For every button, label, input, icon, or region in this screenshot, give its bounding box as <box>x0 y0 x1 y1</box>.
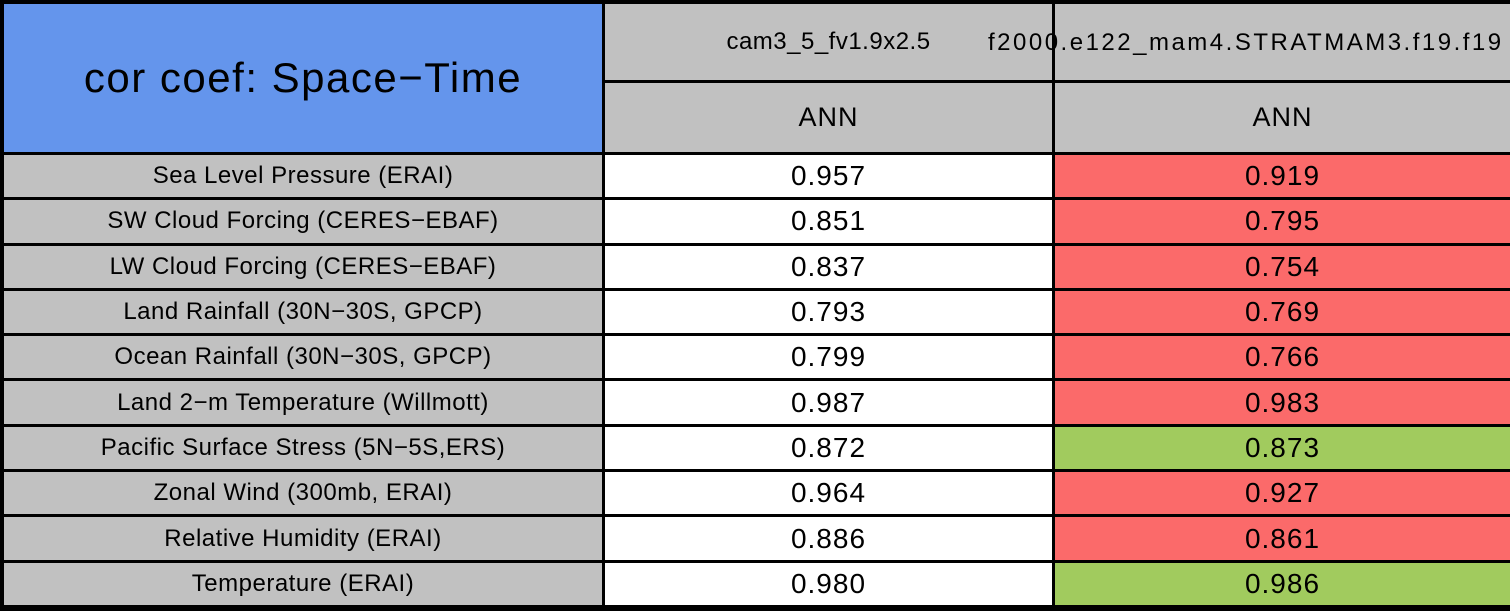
control-value-cell: 0.851 <box>605 200 1052 243</box>
control-value-cell: 0.872 <box>605 426 1052 470</box>
test-value: 0.861 <box>1244 522 1321 554</box>
row-label: Ocean Rainfall (30N−30S, GPCP) <box>114 343 492 371</box>
table-title-cell: cor coef: Space−Time <box>4 4 602 152</box>
test-value-cell: 0.861 <box>1055 517 1510 560</box>
control-value: 0.957 <box>790 160 867 192</box>
test-value-cell: 0.927 <box>1055 472 1510 515</box>
row-label-cell: Relative Humidity (ERAI) <box>4 517 602 560</box>
control-value-cell: 0.987 <box>605 381 1052 424</box>
row-label: Zonal Wind (300mb, ERAI) <box>153 479 453 507</box>
test-value-cell: 0.983 <box>1055 381 1510 424</box>
test-value-cell: 0.986 <box>1055 562 1510 605</box>
row-label-cell: Pacific Surface Stress (5N−5S,ERS) <box>4 426 602 470</box>
control-value: 0.793 <box>790 296 867 328</box>
test-season-label: ANN <box>1252 102 1313 132</box>
row-label-cell: Ocean Rainfall (30N−30S, GPCP) <box>4 336 602 379</box>
control-value: 0.837 <box>790 250 867 282</box>
row-label: Land 2−m Temperature (Willmott) <box>117 388 489 416</box>
control-value: 0.799 <box>790 341 867 373</box>
test-value-cell: 0.769 <box>1055 290 1510 334</box>
row-label: SW Cloud Forcing (CERES−EBAF) <box>107 207 499 235</box>
control-value: 0.886 <box>790 522 867 554</box>
control-value: 0.851 <box>790 205 867 237</box>
test-model-header-cell <box>1055 4 1510 80</box>
test-value: 0.754 <box>1244 250 1321 282</box>
table-title: cor coef: Space−Time <box>83 54 523 101</box>
control-value-cell: 0.964 <box>605 472 1052 515</box>
control-value-cell: 0.886 <box>605 517 1052 560</box>
row-label-cell: LW Cloud Forcing (CERES−EBAF) <box>4 245 602 288</box>
test-model-name: f2000.e122_mam4.STRATMAM3.f19.f19 <box>988 29 1504 56</box>
control-value-cell: 0.957 <box>605 155 1052 198</box>
test-value: 0.766 <box>1244 341 1321 373</box>
test-value-cell: 0.754 <box>1055 245 1510 288</box>
control-value-cell: 0.793 <box>605 290 1052 334</box>
test-value-cell: 0.795 <box>1055 200 1510 243</box>
row-label-cell: Zonal Wind (300mb, ERAI) <box>4 472 602 515</box>
test-value-cell: 0.766 <box>1055 336 1510 379</box>
test-value: 0.873 <box>1244 431 1321 463</box>
test-value: 0.986 <box>1244 567 1321 599</box>
row-label: Pacific Surface Stress (5N−5S,ERS) <box>100 433 506 461</box>
row-label-cell: Sea Level Pressure (ERAI) <box>4 155 602 198</box>
row-label-cell: SW Cloud Forcing (CERES−EBAF) <box>4 200 602 243</box>
control-value-cell: 0.980 <box>605 562 1052 605</box>
row-label-cell: Temperature (ERAI) <box>4 562 602 605</box>
test-season-cell: ANN <box>1055 83 1510 152</box>
control-value-cell: 0.837 <box>605 245 1052 288</box>
control-season-cell: ANN <box>605 83 1052 152</box>
row-label: LW Cloud Forcing (CERES−EBAF) <box>109 252 497 280</box>
test-value: 0.919 <box>1244 160 1321 192</box>
control-season-label: ANN <box>798 102 859 132</box>
test-value: 0.769 <box>1244 296 1321 328</box>
test-value-cell: 0.873 <box>1055 426 1510 470</box>
row-label: Land Rainfall (30N−30S, GPCP) <box>123 298 483 326</box>
test-value-cell: 0.919 <box>1055 155 1510 198</box>
control-value: 0.980 <box>790 567 867 599</box>
row-label-cell: Land Rainfall (30N−30S, GPCP) <box>4 290 602 334</box>
control-value: 0.987 <box>790 386 867 418</box>
control-value: 0.872 <box>790 431 867 463</box>
control-value: 0.964 <box>790 477 867 509</box>
control-value-cell: 0.799 <box>605 336 1052 379</box>
test-value: 0.983 <box>1244 386 1321 418</box>
row-label-cell: Land 2−m Temperature (Willmott) <box>4 381 602 424</box>
test-value: 0.795 <box>1244 205 1321 237</box>
row-label: Relative Humidity (ERAI) <box>164 524 442 552</box>
control-model-name: cam3_5_fv1.9x2.5 <box>726 28 931 55</box>
test-value: 0.927 <box>1244 477 1321 509</box>
row-label: Temperature (ERAI) <box>191 569 415 597</box>
control-model-header-cell: cam3_5_fv1.9x2.5 <box>605 4 1052 80</box>
row-label: Sea Level Pressure (ERAI) <box>152 162 454 190</box>
